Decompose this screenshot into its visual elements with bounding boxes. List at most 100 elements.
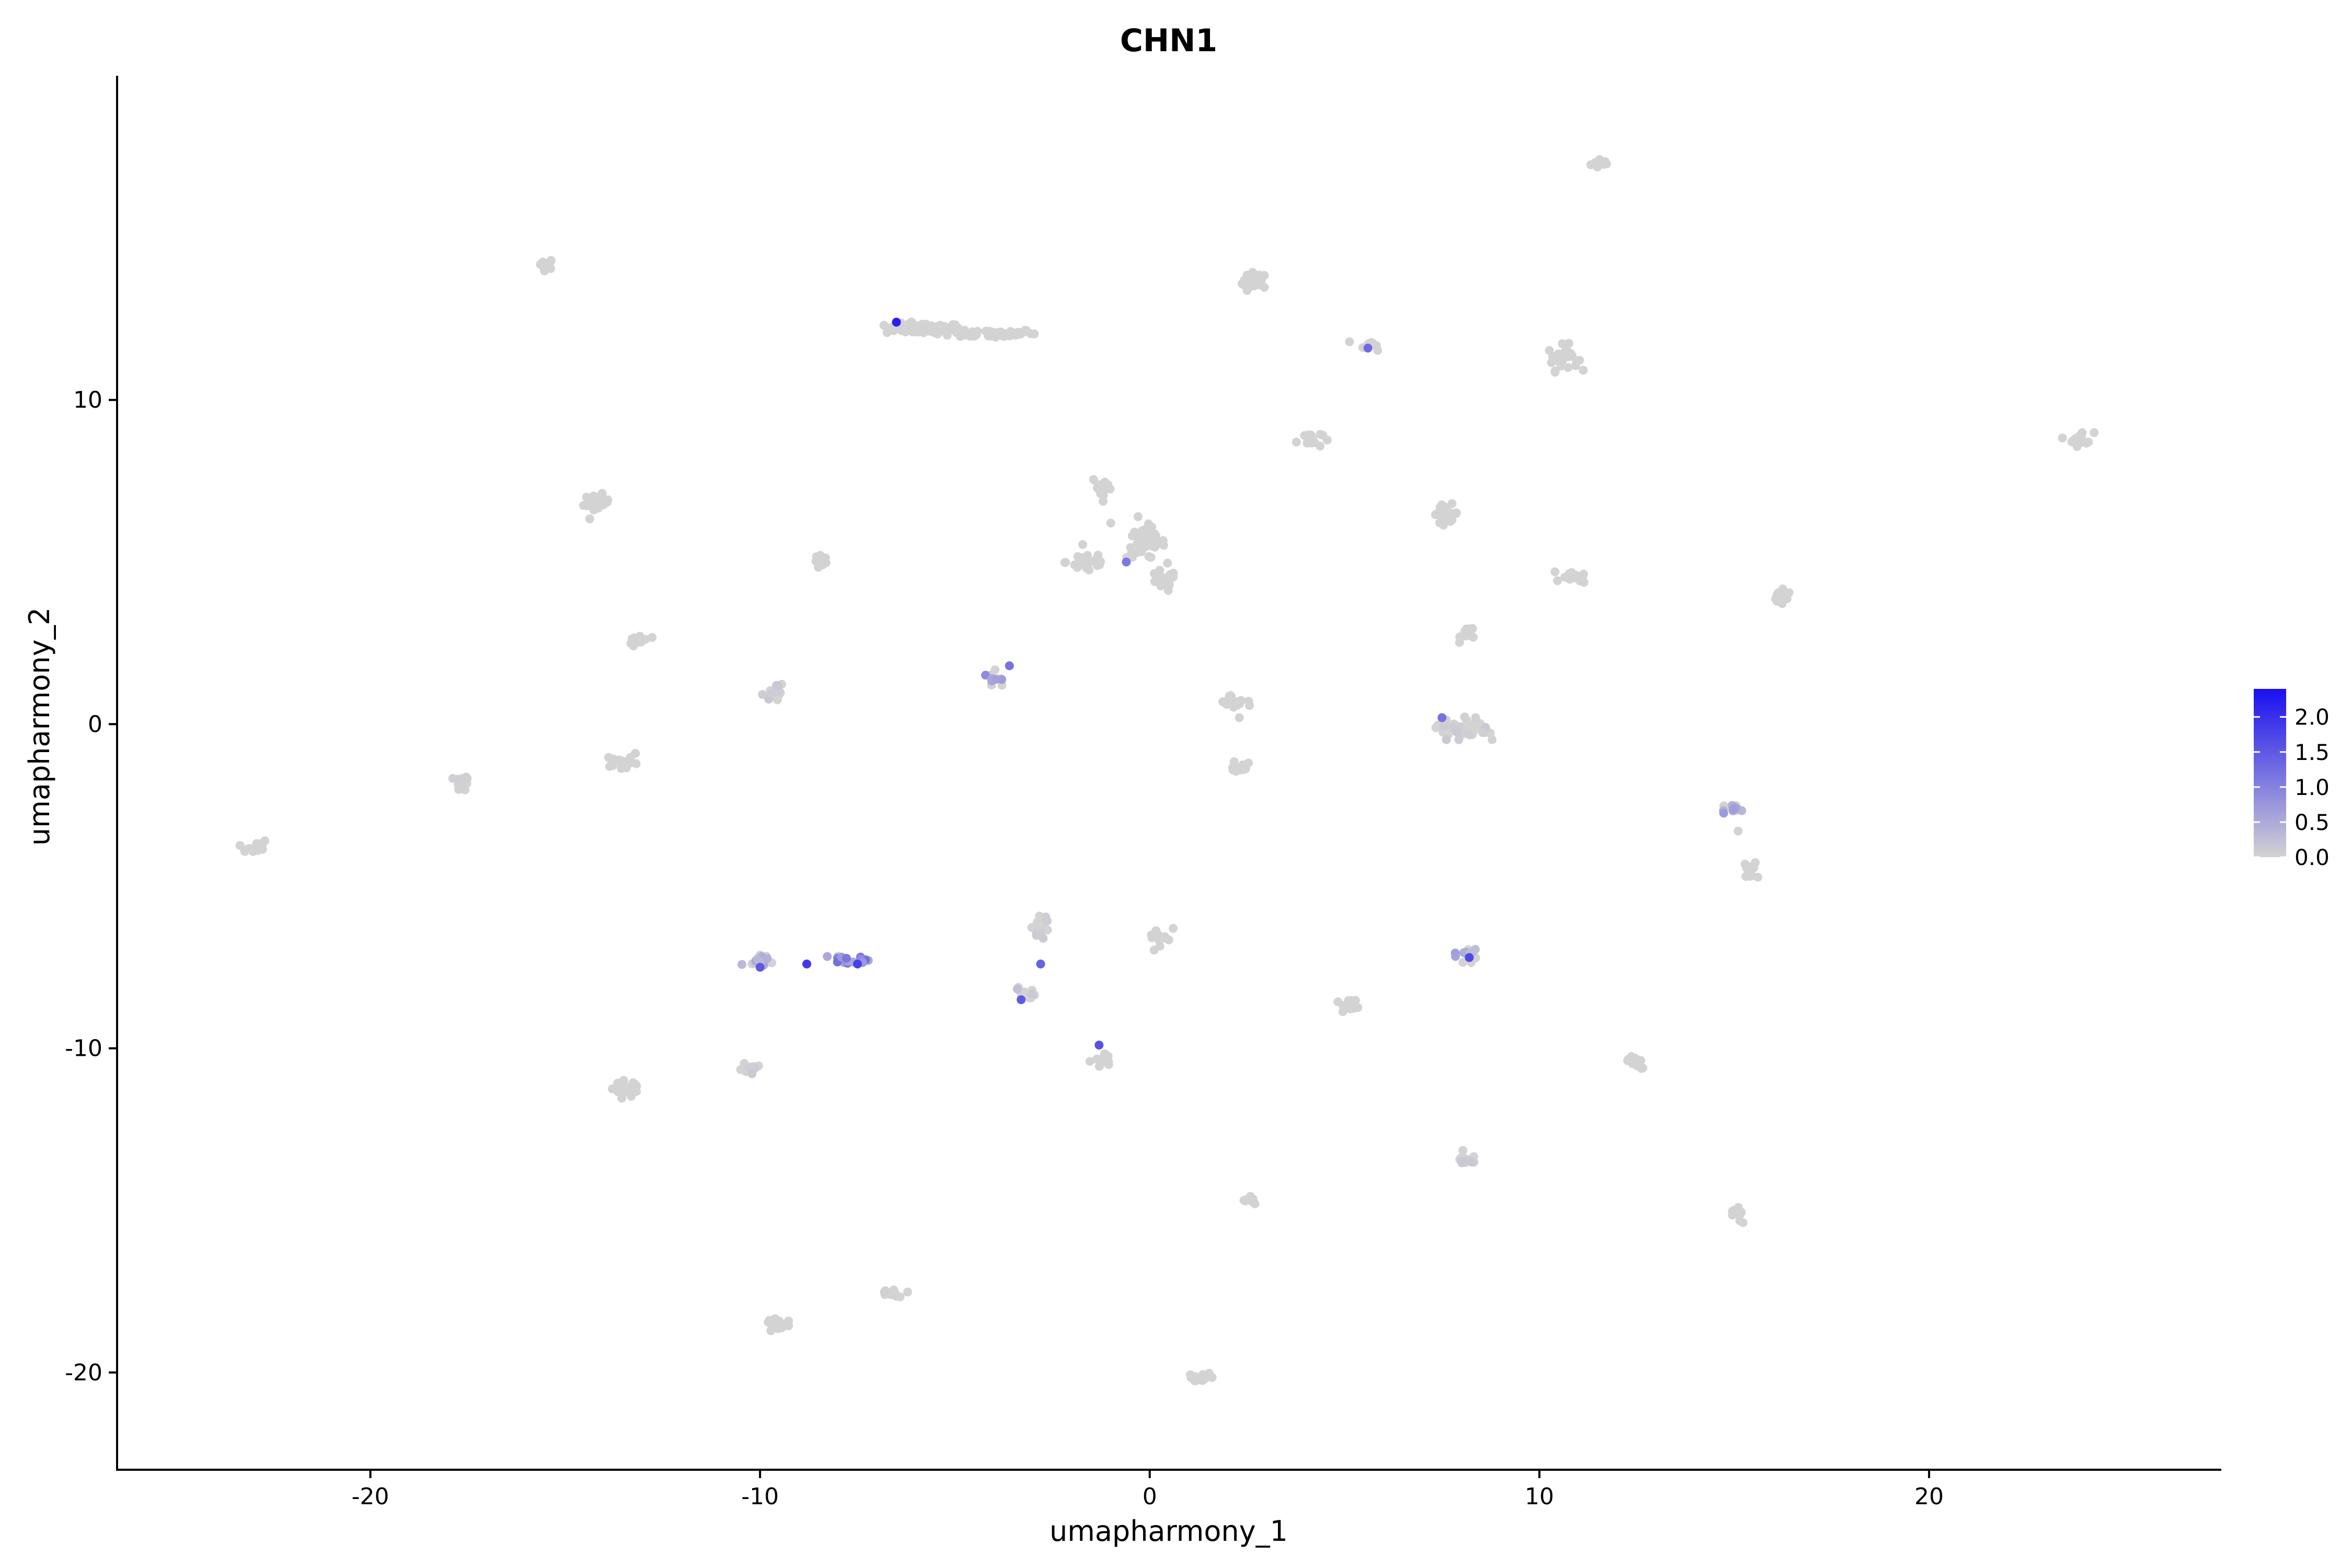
cell-point — [1553, 576, 1562, 585]
cluster — [1455, 1146, 1479, 1168]
cell-point — [1478, 728, 1488, 737]
cell-point — [908, 323, 917, 332]
cluster — [235, 836, 270, 856]
x-tick-label: -10 — [741, 1483, 779, 1510]
cluster — [626, 631, 657, 651]
cluster — [1149, 566, 1178, 595]
points-layer — [235, 155, 2099, 1386]
cell-point — [1345, 1000, 1354, 1009]
cell-point — [1728, 805, 1738, 814]
cell-point — [1550, 367, 1560, 377]
cell-point — [1026, 329, 1035, 338]
cell-point — [1447, 515, 1457, 525]
cell-point — [1218, 697, 1228, 706]
cell-point — [1465, 953, 1474, 962]
y-ticks: -20 -10 0 10 — [65, 387, 117, 1386]
cell-point — [1550, 567, 1560, 577]
cell-point — [1734, 826, 1743, 836]
cell-point — [1633, 1057, 1642, 1067]
cell-point — [257, 841, 266, 851]
cell-point — [1043, 925, 1052, 935]
cell-point — [1455, 638, 1464, 647]
cell-point — [1093, 550, 1103, 560]
cell-point — [1241, 1196, 1250, 1206]
cell-point — [1753, 872, 1762, 882]
cell-point — [1043, 916, 1052, 926]
cell-point — [1096, 485, 1105, 494]
cell-point — [585, 514, 594, 524]
cell-point — [1099, 497, 1108, 506]
axes: -20 -10 0 10 20 -20 -10 0 10 — [65, 76, 2221, 1510]
cell-point — [903, 1287, 912, 1297]
cell-point — [1096, 1054, 1105, 1064]
cell-point — [597, 489, 607, 498]
cell-point — [1155, 936, 1164, 946]
cluster — [880, 1285, 912, 1301]
cell-point — [1454, 735, 1463, 744]
cluster — [1719, 801, 1746, 818]
cell-point — [766, 1326, 776, 1335]
cell-point — [773, 681, 782, 690]
cell-point — [456, 782, 466, 792]
cell-point — [448, 774, 457, 783]
cell-point — [1627, 1052, 1636, 1061]
cluster — [579, 489, 613, 524]
chart-title: CHN1 — [1120, 22, 1217, 59]
cell-point — [1207, 1373, 1217, 1382]
cluster — [940, 326, 1039, 342]
cell-point — [737, 960, 746, 969]
cell-point — [1232, 700, 1242, 710]
cluster — [1239, 1192, 1260, 1208]
cell-point — [1465, 730, 1474, 740]
cell-point — [2077, 437, 2086, 447]
cell-point — [1248, 1196, 1257, 1206]
cell-point — [1363, 343, 1373, 353]
cell-point — [624, 755, 633, 765]
cell-point — [462, 773, 471, 782]
cell-point — [1012, 330, 1022, 339]
cluster — [1771, 584, 1794, 608]
cell-point — [1245, 701, 1254, 710]
cell-point — [1551, 352, 1561, 362]
cluster — [736, 1059, 763, 1078]
cell-point — [1005, 661, 1014, 671]
cell-point — [579, 501, 588, 510]
colorbar-gradient — [2254, 689, 2286, 857]
cell-point — [621, 763, 631, 773]
cluster — [1333, 996, 1363, 1016]
cluster — [1228, 757, 1253, 776]
cell-point — [763, 954, 772, 963]
cell-point — [1241, 762, 1251, 771]
cell-point — [777, 1323, 787, 1332]
cell-point — [1437, 713, 1447, 722]
cell-point — [1060, 558, 1069, 567]
cell-point — [608, 1084, 617, 1093]
cluster — [1147, 926, 1173, 955]
cell-point — [1036, 959, 1045, 969]
x-tick-label: -20 — [352, 1483, 389, 1510]
cell-point — [1579, 570, 1588, 579]
cell-point — [619, 1076, 628, 1085]
cell-point — [1260, 283, 1269, 292]
cell-point — [1147, 933, 1157, 942]
cluster — [1085, 1049, 1113, 1071]
cell-point — [1467, 1158, 1477, 1167]
cluster — [608, 1076, 641, 1103]
y-axis-label: umapharmony_2 — [23, 607, 56, 846]
cell-point — [1558, 339, 1567, 349]
cell-point — [747, 1069, 757, 1078]
cell-point — [1238, 279, 1247, 289]
cell-point — [1744, 863, 1753, 872]
cell-point — [784, 1316, 793, 1325]
cluster — [536, 256, 556, 275]
cell-point — [1260, 271, 1269, 280]
cell-point — [1572, 356, 1581, 365]
x-ticks: -20 -10 0 10 20 — [352, 1470, 1944, 1510]
cluster — [2058, 428, 2099, 451]
cell-point — [1094, 1062, 1104, 1071]
colorbar-ticks: 2.0 1.5 1.0 0.5 0.0 — [2254, 705, 2330, 870]
cell-point — [1353, 1003, 1363, 1012]
cell-point — [992, 675, 1001, 684]
cell-point — [1466, 624, 1475, 633]
cell-point — [1126, 543, 1135, 552]
